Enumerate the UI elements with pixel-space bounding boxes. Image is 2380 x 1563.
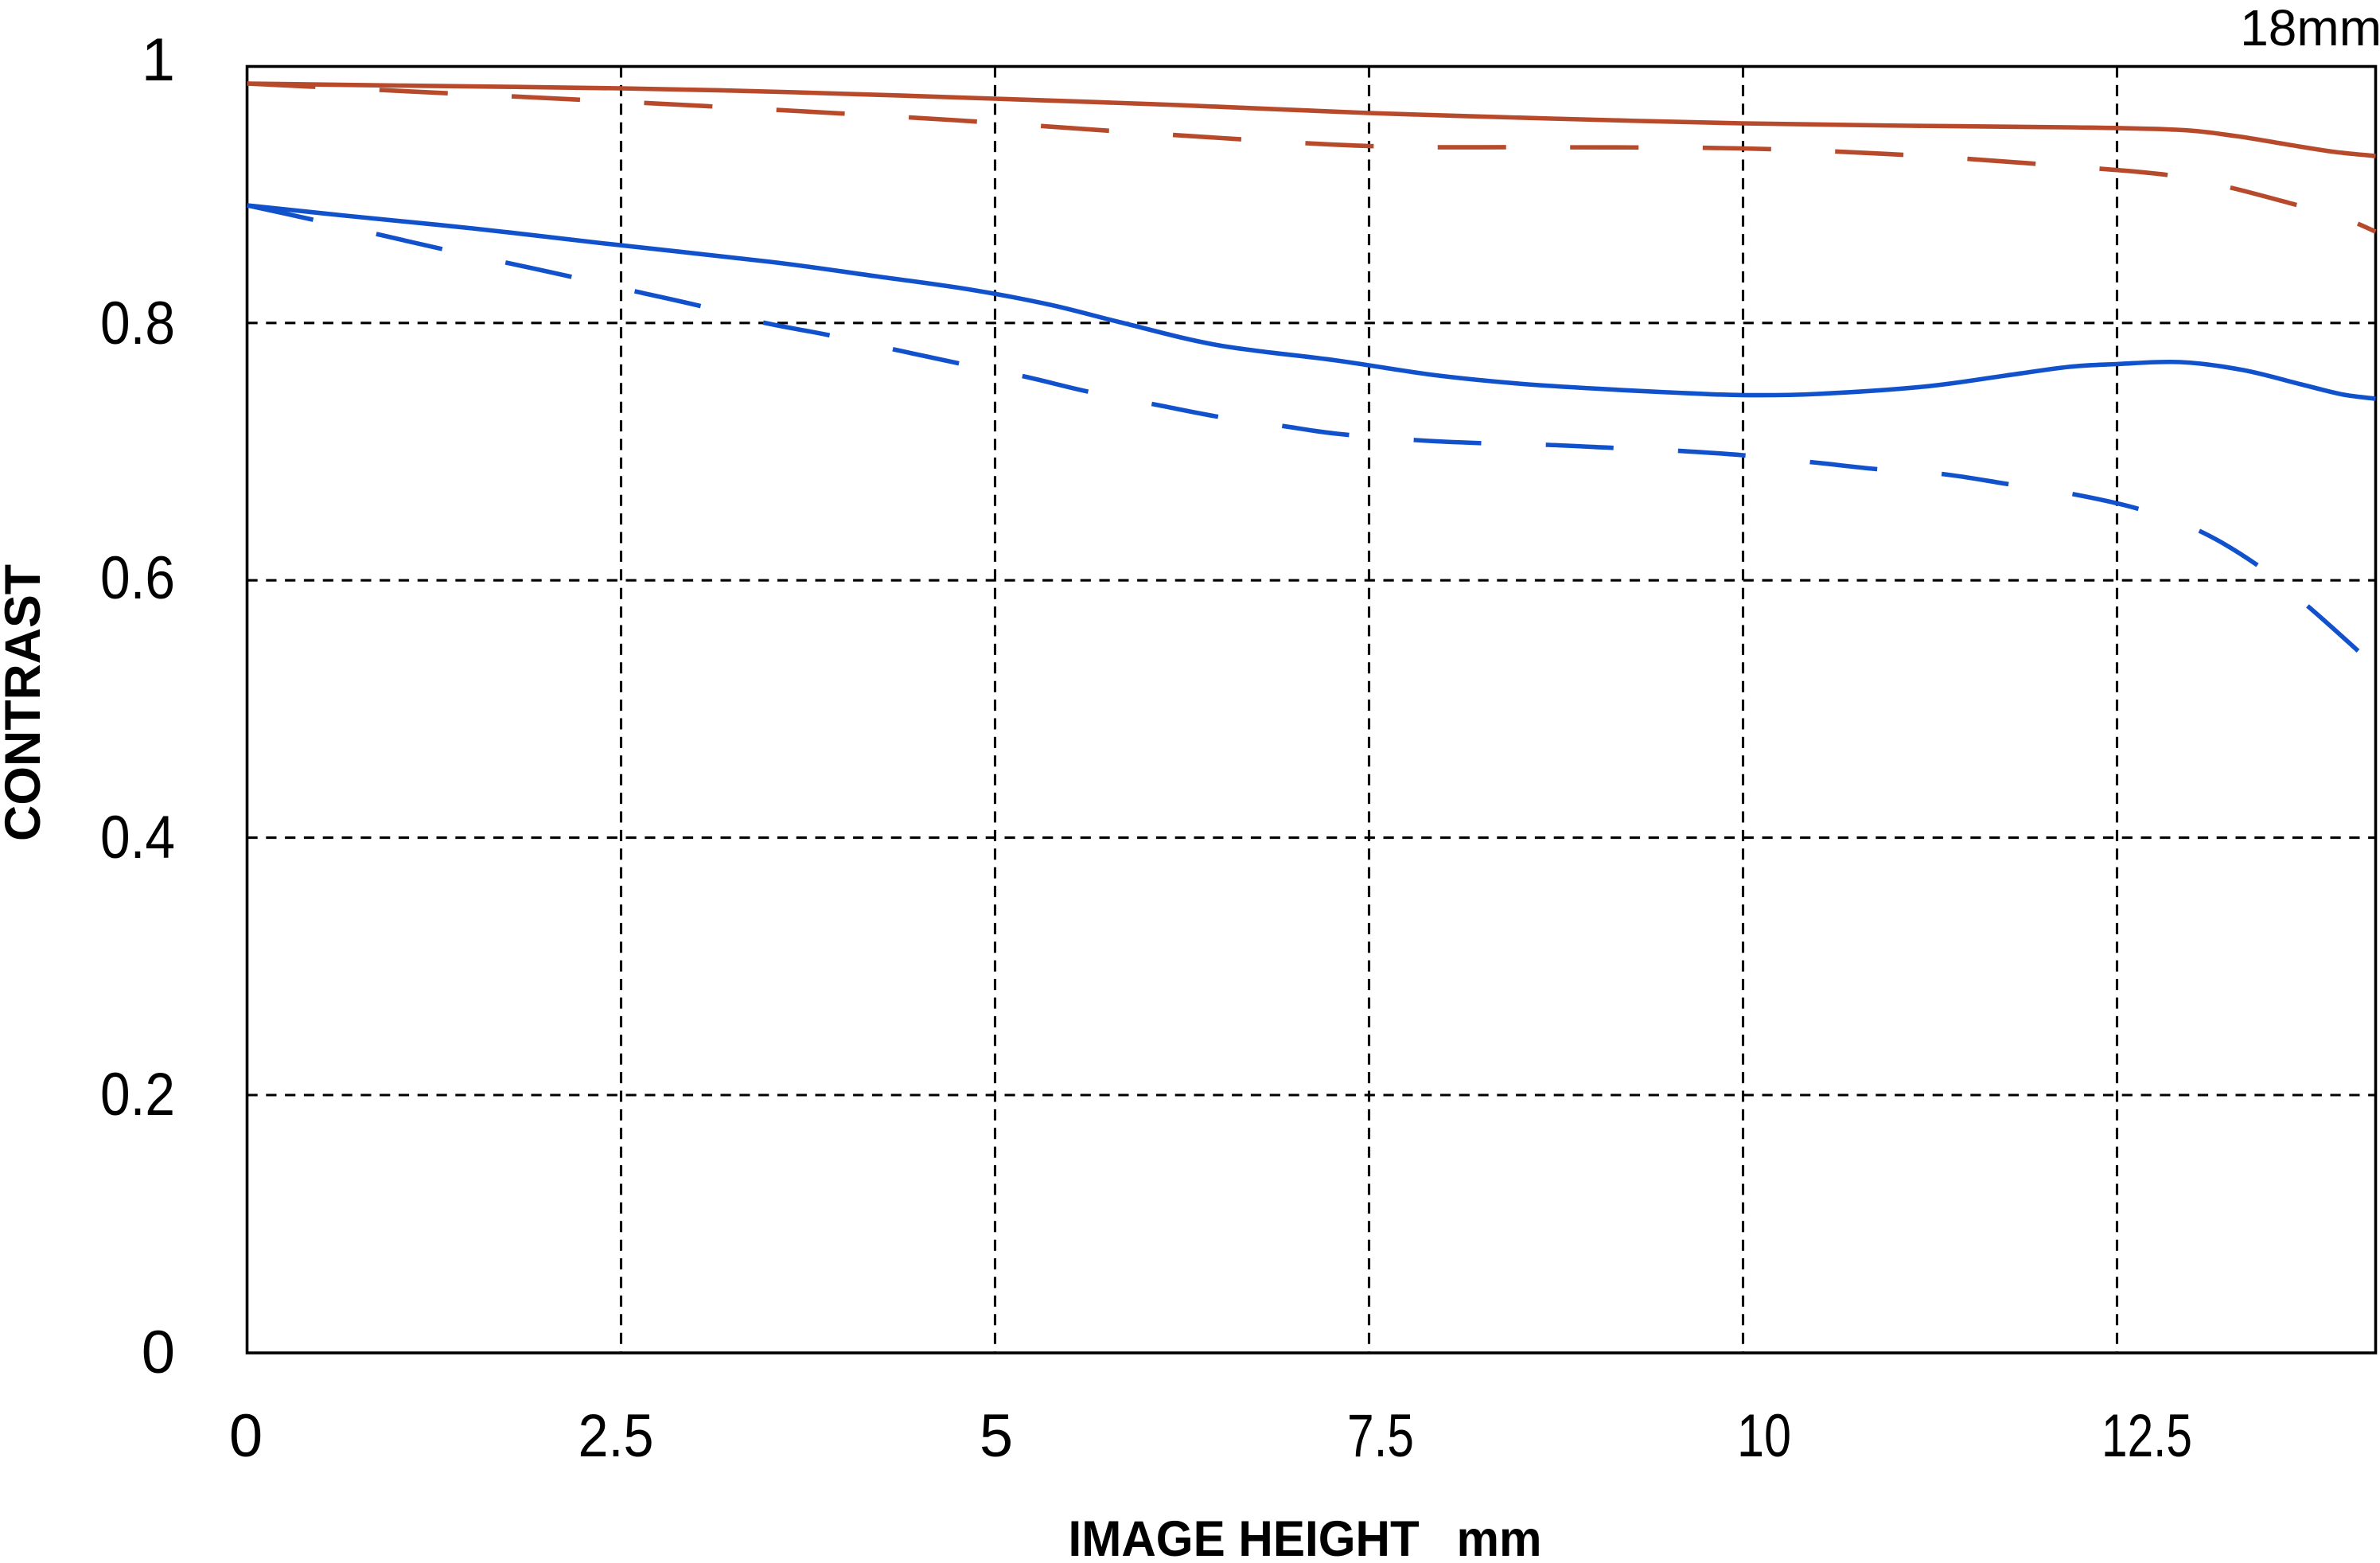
svg-text:0.4: 0.4 — [100, 804, 175, 871]
svg-text:7.5: 7.5 — [1347, 1402, 1414, 1470]
svg-text:2.5: 2.5 — [578, 1402, 654, 1470]
svg-text:10: 10 — [1737, 1402, 1791, 1470]
svg-text:0: 0 — [229, 1402, 263, 1470]
svg-text:12.5: 12.5 — [2101, 1402, 2192, 1470]
svg-text:0: 0 — [142, 1319, 175, 1386]
svg-text:CONTRAST: CONTRAST — [0, 564, 51, 841]
svg-text:18mm: 18mm — [2240, 0, 2380, 57]
svg-text:0.2: 0.2 — [100, 1061, 175, 1128]
svg-text:5: 5 — [980, 1402, 1013, 1470]
svg-text:IMAGE HEIGHT mm: IMAGE HEIGHT mm — [1069, 1511, 1542, 1563]
svg-text:1: 1 — [142, 26, 175, 94]
svg-text:0.8: 0.8 — [100, 290, 175, 357]
svg-text:0.6: 0.6 — [100, 544, 175, 612]
